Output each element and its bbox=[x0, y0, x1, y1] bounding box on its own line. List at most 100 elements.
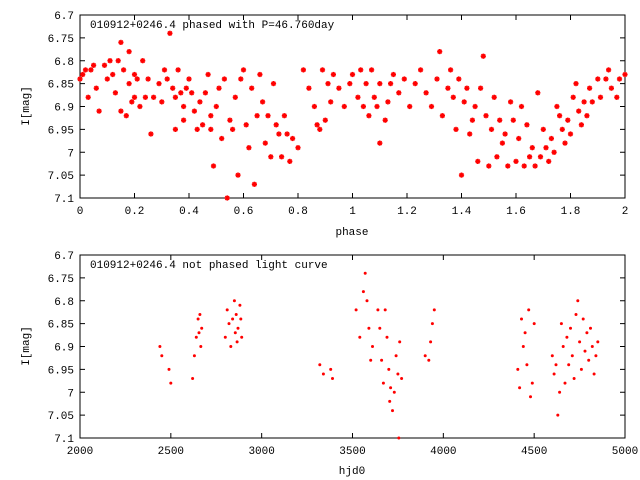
y-tick-label: 7.1 bbox=[54, 194, 74, 206]
data-point bbox=[388, 399, 392, 403]
data-point bbox=[318, 363, 322, 367]
y-tick-label: 6.8 bbox=[54, 297, 74, 309]
data-point bbox=[172, 94, 178, 100]
data-points bbox=[77, 30, 628, 201]
data-point bbox=[115, 58, 121, 64]
data-point bbox=[90, 62, 97, 68]
data-point bbox=[235, 340, 239, 344]
data-point bbox=[369, 358, 373, 362]
x-tick-label: 1.4 bbox=[452, 206, 472, 218]
data-point bbox=[572, 377, 576, 380]
data-point bbox=[423, 354, 427, 358]
x-axis-ticks: 0 0.2 0.4 0.6 0.8 1 1.2 1.4 1.6 1.8 2 bbox=[77, 15, 629, 218]
data-point bbox=[535, 90, 541, 96]
data-point bbox=[567, 131, 574, 137]
y-tick-label: 6.85 bbox=[48, 320, 74, 332]
data-point bbox=[148, 131, 154, 137]
y-tick-label: 6.95 bbox=[48, 365, 74, 377]
data-point bbox=[137, 103, 143, 110]
data-point bbox=[494, 154, 500, 160]
data-point bbox=[439, 113, 445, 119]
data-point bbox=[376, 308, 380, 312]
data-point bbox=[210, 163, 217, 169]
data-point bbox=[622, 71, 628, 78]
x-tick-label: 4000 bbox=[430, 446, 456, 458]
data-point bbox=[159, 99, 165, 105]
data-point bbox=[558, 390, 562, 394]
x-tick-label: 0.2 bbox=[125, 206, 145, 218]
data-point bbox=[181, 117, 187, 123]
data-point bbox=[349, 71, 356, 78]
y-axis-label: I[mag] bbox=[21, 86, 33, 126]
data-point bbox=[156, 80, 162, 87]
x-tick-label: 2 bbox=[622, 206, 629, 218]
data-point bbox=[554, 363, 558, 367]
data-point bbox=[213, 103, 219, 110]
data-point bbox=[234, 313, 238, 316]
data-point bbox=[164, 76, 170, 82]
data-point bbox=[365, 299, 369, 303]
data-point bbox=[418, 67, 424, 73]
data-point bbox=[579, 367, 583, 371]
data-point bbox=[341, 103, 347, 110]
y-tick-label: 7 bbox=[67, 388, 74, 400]
y-tick-label: 6.95 bbox=[48, 125, 74, 137]
data-point bbox=[118, 39, 124, 46]
data-point bbox=[518, 103, 525, 110]
data-point bbox=[499, 140, 505, 146]
data-point bbox=[523, 331, 527, 335]
data-point bbox=[616, 76, 623, 82]
data-point bbox=[385, 99, 391, 105]
data-point bbox=[530, 381, 534, 385]
data-point bbox=[311, 103, 317, 110]
x-axis-label: phase bbox=[335, 227, 368, 239]
data-point bbox=[569, 326, 572, 330]
data-point bbox=[508, 99, 514, 105]
data-point bbox=[181, 103, 187, 110]
data-point bbox=[363, 80, 369, 87]
data-point bbox=[160, 354, 164, 358]
data-point bbox=[257, 71, 263, 78]
data-point bbox=[198, 313, 202, 316]
data-point bbox=[398, 340, 402, 344]
data-point bbox=[197, 331, 201, 335]
data-point bbox=[596, 340, 600, 344]
data-point bbox=[322, 117, 328, 123]
data-point bbox=[197, 99, 203, 105]
data-point bbox=[592, 372, 596, 376]
y-tick-label: 7 bbox=[67, 148, 74, 160]
data-point bbox=[360, 103, 366, 110]
data-point bbox=[189, 90, 195, 96]
data-point bbox=[537, 154, 544, 160]
y-tick-label: 6.75 bbox=[48, 34, 74, 46]
x-tick-label: 0 bbox=[77, 206, 84, 218]
data-point bbox=[151, 94, 157, 100]
data-point bbox=[172, 126, 178, 132]
data-point bbox=[524, 122, 530, 128]
data-point bbox=[196, 317, 200, 321]
data-point bbox=[559, 322, 563, 326]
data-point bbox=[330, 71, 336, 78]
data-point bbox=[407, 103, 413, 110]
data-point bbox=[161, 67, 168, 73]
data-point bbox=[589, 326, 592, 330]
x-tick-label: 3500 bbox=[339, 446, 365, 458]
data-point bbox=[390, 71, 396, 78]
data-point bbox=[235, 172, 241, 178]
data-point bbox=[540, 126, 546, 132]
data-point bbox=[382, 117, 388, 123]
data-point bbox=[170, 85, 176, 91]
plot-frame bbox=[79, 254, 626, 439]
data-points bbox=[158, 271, 600, 440]
data-point bbox=[249, 85, 255, 91]
data-point bbox=[521, 345, 525, 348]
data-point bbox=[502, 131, 508, 137]
data-point bbox=[532, 322, 536, 326]
data-point bbox=[578, 122, 585, 128]
data-point bbox=[574, 313, 578, 316]
data-point bbox=[251, 181, 257, 187]
data-point bbox=[380, 358, 384, 362]
data-point bbox=[565, 117, 571, 123]
data-point bbox=[532, 163, 538, 169]
